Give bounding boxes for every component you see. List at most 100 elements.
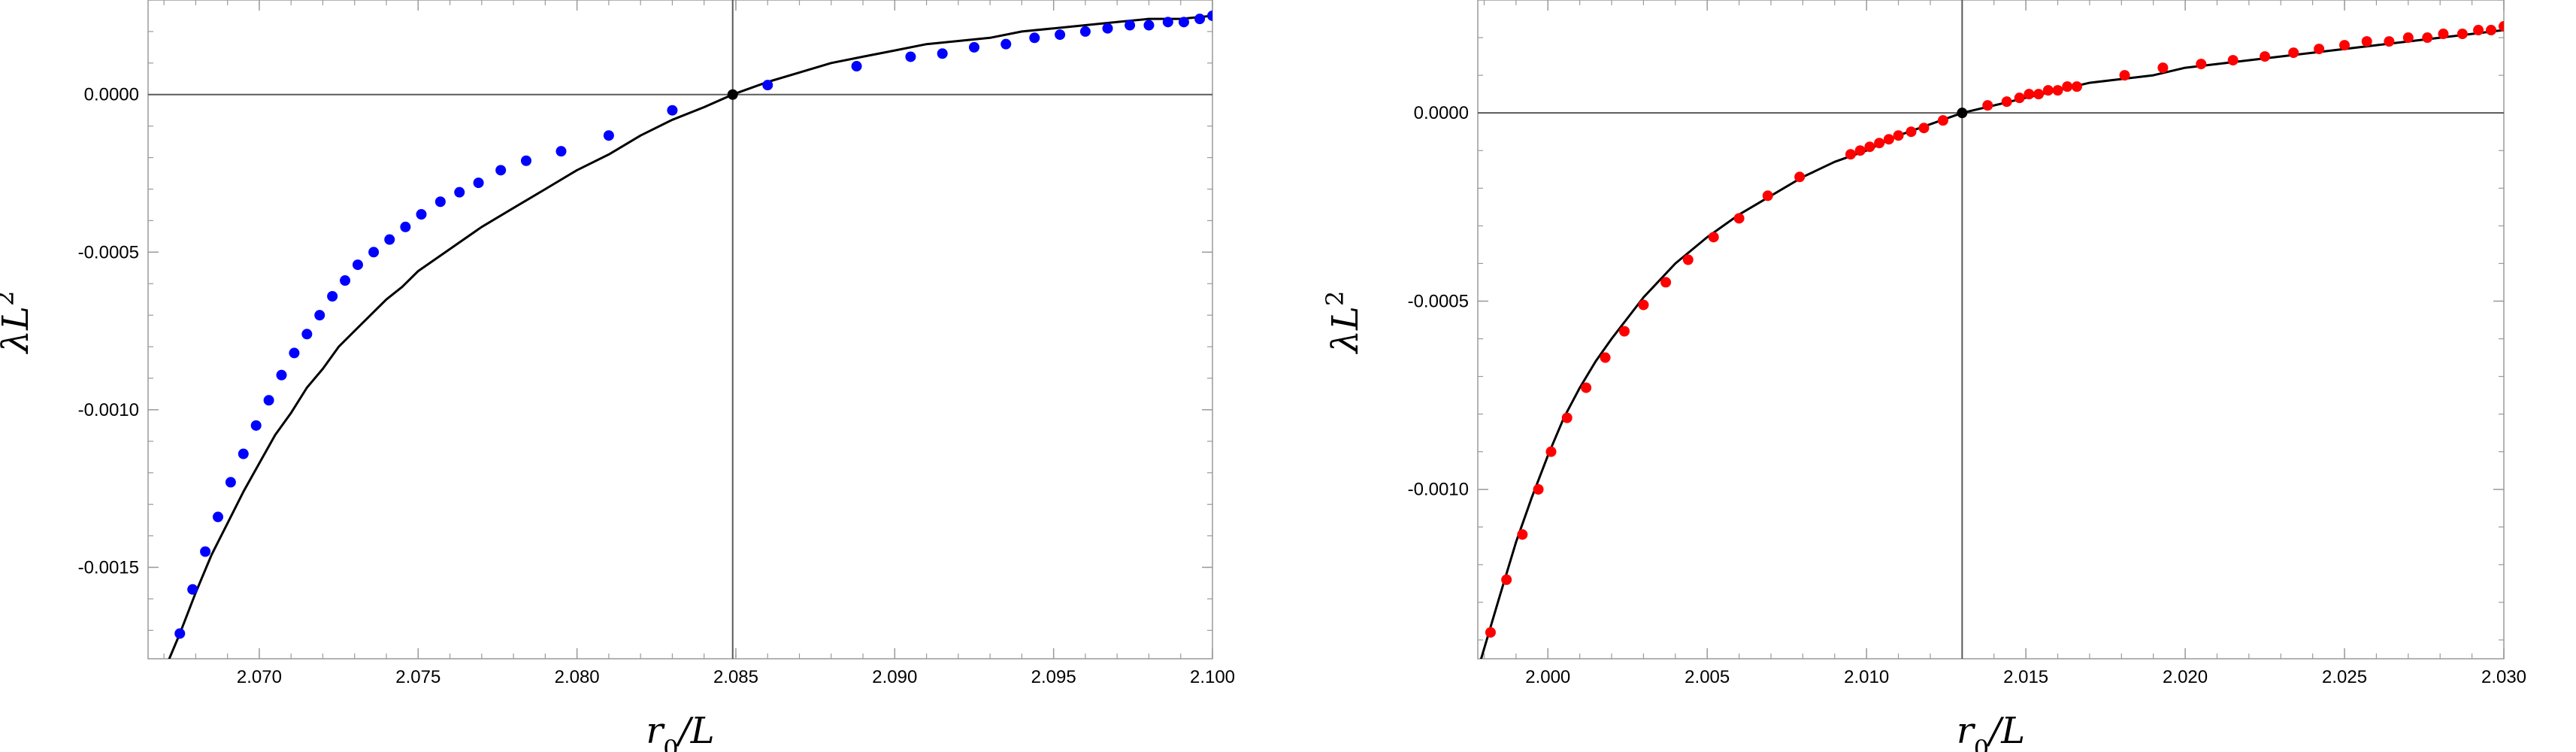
data-point [2052,85,2063,96]
data-point [1733,213,1745,224]
data-point [1178,17,1189,28]
data-point [937,48,948,59]
data-point [2339,40,2350,51]
x-tick-label: 2.005 [1685,667,1730,687]
data-point [400,221,411,232]
data-point [200,546,211,557]
x-tick-label: 2.090 [872,667,917,687]
data-point [1854,145,1866,156]
data-point [2024,89,2035,100]
x-tick-label: 2.020 [2163,667,2208,687]
data-point [1708,232,1719,243]
data-point [314,310,325,321]
y-tick-label: 0.0000 [1414,103,1469,123]
x-tick-label: 2.080 [555,667,600,687]
data-point [454,186,465,198]
data-point [1600,352,1611,363]
data-point [1143,20,1155,31]
data-point [1561,412,1573,423]
y-tick-label: 0.0000 [84,85,139,105]
data-point [2314,44,2325,55]
x-tick-label: 2.030 [2481,667,2526,687]
data-point [1102,23,1113,34]
root-point [727,89,738,100]
data-point [1794,171,1806,183]
y-tick-label: -0.0010 [78,400,139,420]
data-point [1845,149,1856,160]
data-point [1000,38,1012,50]
data-point [2227,55,2238,66]
data-point [1545,446,1557,457]
data-point [2001,96,2012,108]
x-axis-label: r0/L [1957,710,2025,752]
data-point [1874,138,1885,149]
data-point [225,477,236,488]
y-axis-label: λL2 [1321,291,1367,355]
data-point [2196,59,2207,70]
data-point [1762,190,1773,202]
data-point [2071,81,2082,92]
data-point [2384,36,2395,47]
data-point [2033,89,2045,100]
data-point [340,275,351,287]
data-point [667,105,678,116]
plot-frame [1477,0,2505,660]
x-tick-label: 2.015 [2003,667,2048,687]
data-point [2157,62,2169,74]
data-point [2042,85,2054,96]
fit-curve [168,14,1212,659]
data-point [1194,14,1206,25]
data-point [187,584,198,595]
x-tick-label: 2.095 [1031,667,1076,687]
data-point [2062,81,2073,92]
x-tick-label: 2.085 [713,667,758,687]
x-tick-label: 2.100 [1190,667,1235,687]
data-point [2456,29,2468,40]
data-point [1893,130,1904,141]
data-point [1906,126,1917,138]
data-point [2361,36,2372,47]
data-point [1079,26,1091,37]
data-point [352,259,363,271]
data-point [473,177,484,189]
data-point [2119,70,2130,81]
x-tick-label: 2.010 [1844,667,1889,687]
data-point [2402,32,2414,44]
data-point [851,61,862,72]
data-point [2438,29,2449,40]
data-point [1660,277,1672,288]
data-point [1162,17,1173,28]
data-point [2260,51,2271,62]
data-point [327,290,338,302]
data-point [1918,123,1930,134]
chart-left: 2.070 2.075 2.080 2.085 2.090 2.095 2.100 0.000… [0,0,1235,752]
data-point [2422,32,2433,44]
data-point [238,448,249,459]
data-point [2014,92,2025,104]
data-point [495,165,507,176]
data-point [968,41,979,53]
data-point [1029,32,1040,44]
data-point [1517,529,1528,540]
root-point [1957,108,1968,119]
data-point [368,247,380,258]
data-point [1207,10,1212,21]
data-point [301,329,313,340]
data-point [1883,134,1894,145]
data-point [1055,29,1066,41]
y-tick-label: -0.0010 [1408,480,1469,500]
data-point [276,369,287,381]
y-axis-label: λL2 [0,291,37,355]
chart-right: 2.000 2.005 2.010 2.015 2.020 2.025 2.030 0.000… [1321,0,2526,752]
data-point [905,51,916,62]
data-point [1485,626,1496,638]
data-point [434,196,446,208]
data-point [1682,254,1694,265]
x-tick-label: 2.000 [1525,667,1570,687]
y-tick-label: -0.0005 [1408,291,1469,311]
data-point [1638,299,1649,311]
data-point [2473,25,2484,36]
data-point [212,511,223,523]
x-axis-label: r0/L [646,710,714,752]
